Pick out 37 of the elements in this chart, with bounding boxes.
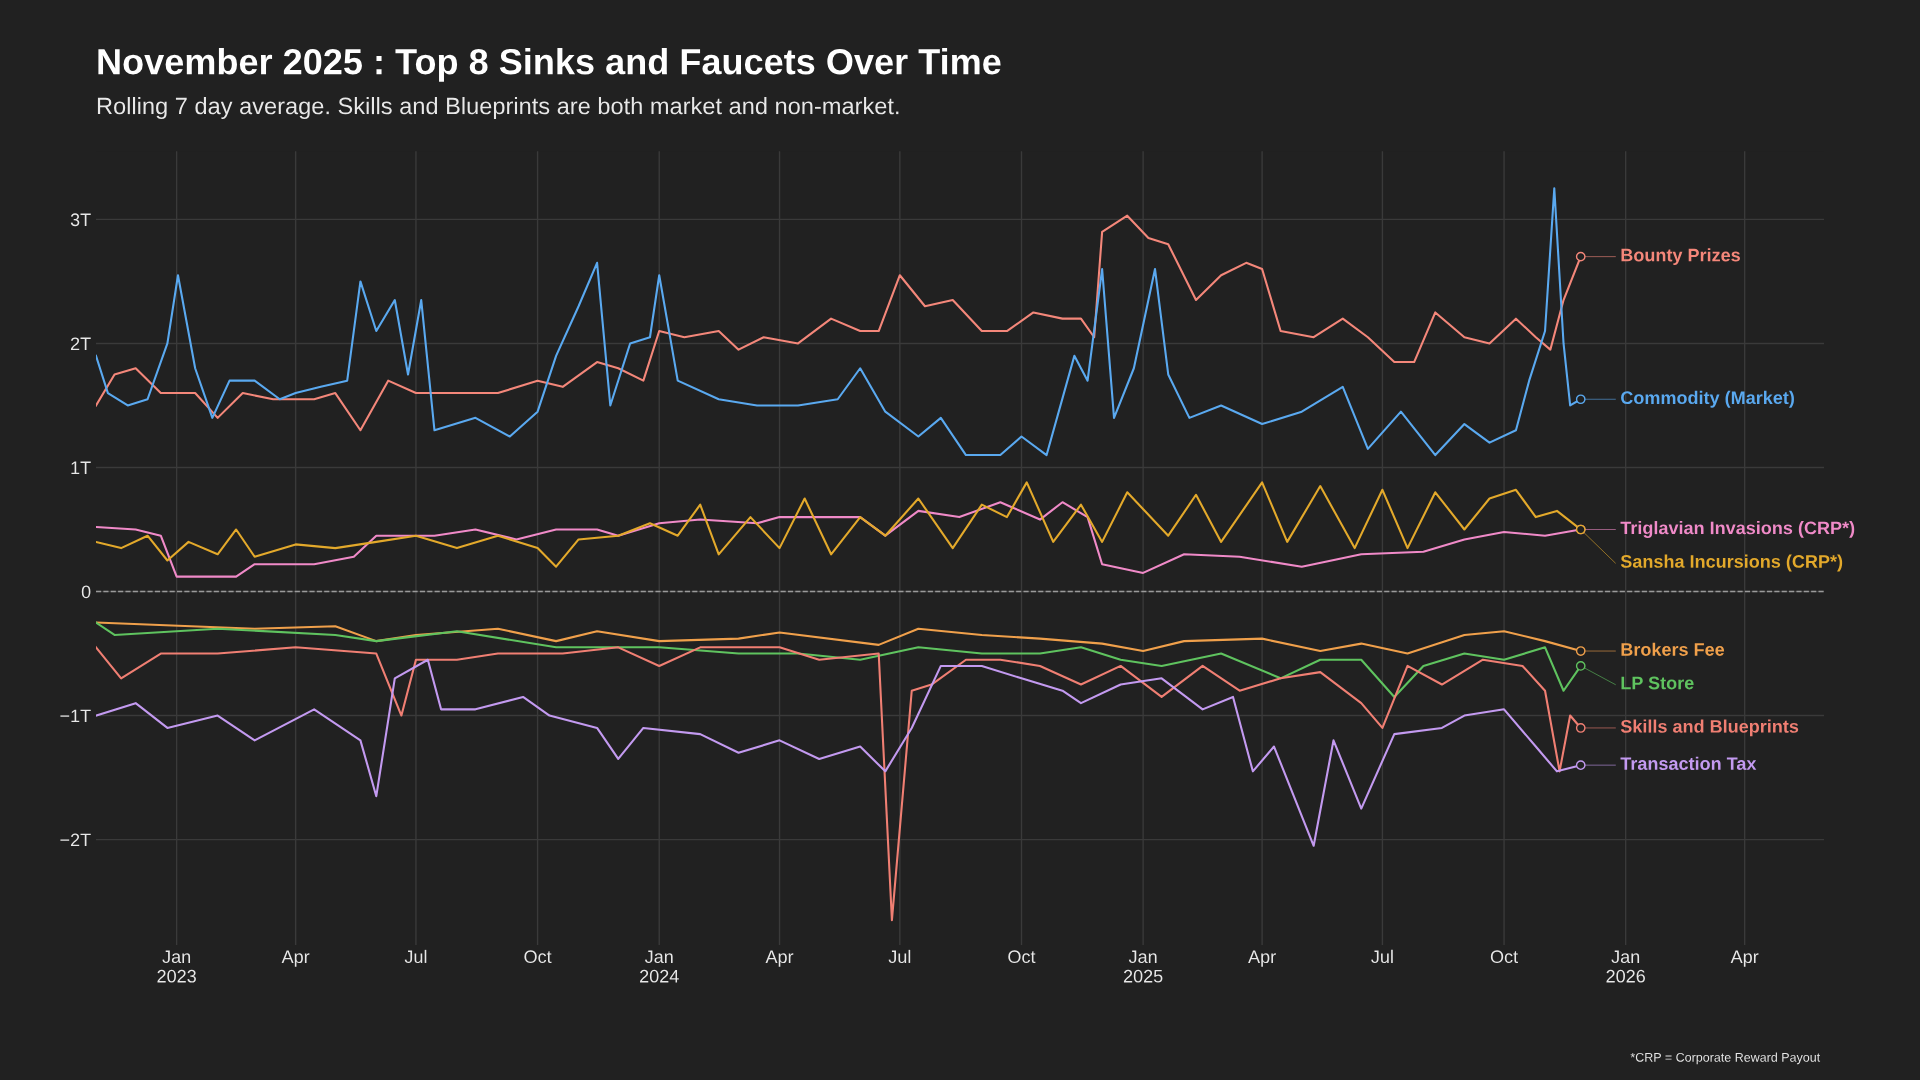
point xyxy=(1575,661,1586,671)
point xyxy=(1575,251,1586,262)
text: Sansha Incursions (CRP*) xyxy=(1620,554,1843,572)
legend-label: Commodity (Market) xyxy=(1621,390,1794,408)
x-tick-label: Jan 2024 xyxy=(640,950,679,983)
legend-label: Brokers Fee xyxy=(1621,642,1725,656)
y-tick-label: 2T xyxy=(70,337,91,350)
point xyxy=(1575,760,1586,771)
x-tick-label: Jul xyxy=(1371,949,1393,964)
x-tick-label: Apr xyxy=(765,950,794,967)
chart-title: November 2025 : Top 8 Sinks and Faucets Over Time xyxy=(98,47,1001,82)
chart-subtitle: Rolling 7 day average. Skills and Blueprints are both market and non-market. xyxy=(97,97,899,120)
x-tick-label: Apr xyxy=(281,950,310,967)
x-tick-label: Jan 2023 xyxy=(157,950,196,983)
y-tick-label: −2T xyxy=(60,833,91,847)
text: *CRP = Corporate Reward Payout xyxy=(1630,1052,1821,1065)
x-tick-label: Jan 2026 xyxy=(1606,950,1645,983)
point xyxy=(1575,723,1586,733)
y-tick-label: 0 xyxy=(81,585,91,599)
x-tick-label: Oct xyxy=(1490,950,1518,964)
x-tick-label: Jul xyxy=(404,949,427,964)
point xyxy=(1575,394,1586,405)
legend-label: Triglavian Invasions (CRP*) xyxy=(1620,521,1855,538)
point xyxy=(1575,646,1586,656)
y-tick-label: −1T xyxy=(60,709,91,723)
legend-label: Transaction Tax xyxy=(1620,756,1757,770)
y-tick-label: 1T xyxy=(71,461,91,475)
legend-label: LP Store xyxy=(1621,676,1694,690)
x-tick-label: Jan 2025 xyxy=(1123,950,1163,983)
y-tick-label: 3T xyxy=(70,213,91,227)
legend-label: Skills and Blueprints xyxy=(1620,719,1799,737)
legend-label: Bounty Prizes xyxy=(1621,248,1740,266)
x-tick-label: Apr xyxy=(1730,950,1759,967)
x-tick-label: Jul xyxy=(888,949,911,964)
x-tick-label: Oct xyxy=(1008,950,1036,964)
x-tick-label: Apr xyxy=(1248,950,1276,967)
x-tick-label: Oct xyxy=(524,950,552,964)
